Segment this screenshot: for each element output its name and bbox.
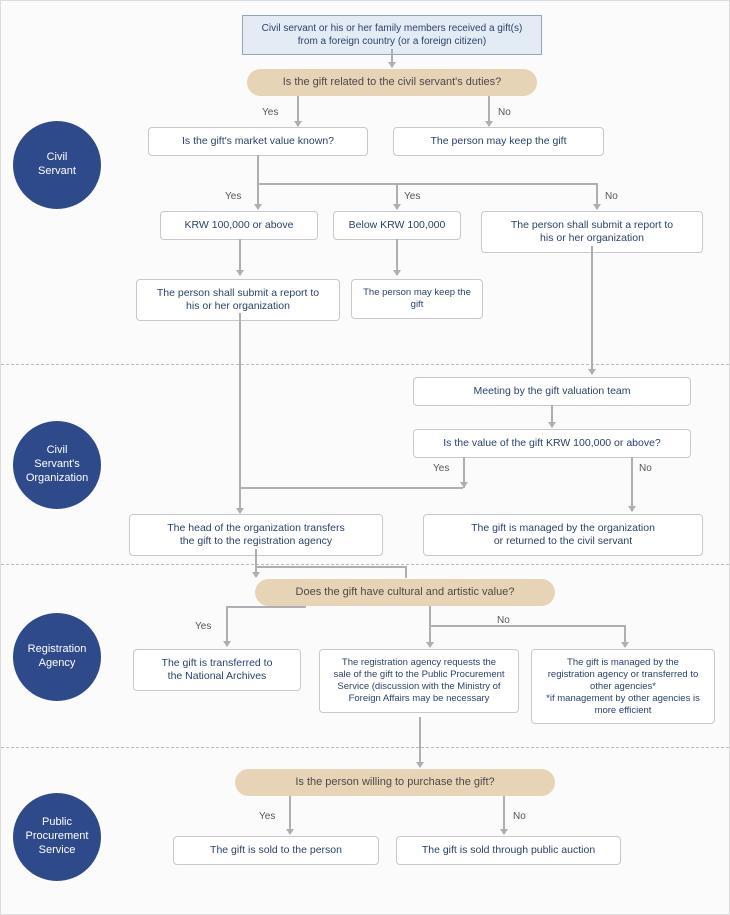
label-yes: Yes <box>259 811 275 822</box>
label-yes: Yes <box>404 191 420 202</box>
label-yes: Yes <box>262 107 278 118</box>
arrow <box>396 239 398 275</box>
arrow <box>503 796 505 834</box>
line <box>429 625 625 627</box>
arrow <box>429 625 431 647</box>
stage-org-circle: CivilServant'sOrganization <box>13 421 101 509</box>
arrow <box>255 549 257 577</box>
box-below-100k: Below KRW 100,000 <box>333 211 461 240</box>
flowchart-container: CivilServant CivilServant'sOrganization … <box>0 0 730 915</box>
box-keep-gift-1: The person may keep the gift <box>393 127 604 156</box>
decision-related-duties: Is the gift related to the civil servant… <box>247 69 537 96</box>
arrow <box>226 606 228 646</box>
arrow <box>239 313 241 513</box>
arrow <box>631 457 633 511</box>
label-yes: Yes <box>433 463 449 474</box>
arrow <box>463 457 465 487</box>
arrow <box>596 183 598 209</box>
box-100k-above: KRW 100,000 or above <box>160 211 318 240</box>
arrow <box>391 49 393 67</box>
label-no: No <box>498 107 511 118</box>
box-managed-by-org: The gift is managed by the organizationo… <box>423 514 703 556</box>
line <box>429 606 431 626</box>
line <box>226 606 306 608</box>
decision-value-100k: Is the value of the gift KRW 100,000 or … <box>413 429 691 458</box>
decision-willing-purchase: Is the person willing to purchase the gi… <box>235 769 555 796</box>
label-yes: Yes <box>195 621 211 632</box>
arrow <box>591 246 593 374</box>
box-national-archives: The gift is transferred tothe National A… <box>133 649 301 691</box>
box-market-value-known: Is the gift's market value known? <box>148 127 368 156</box>
label-no: No <box>497 615 510 626</box>
label-yes: Yes <box>225 191 241 202</box>
arrow <box>419 717 421 767</box>
box-sold-to-person: The gift is sold to the person <box>173 836 379 865</box>
arrow <box>488 96 490 126</box>
arrow <box>239 239 241 275</box>
line <box>405 566 407 578</box>
decision-cultural-value: Does the gift have cultural and artistic… <box>255 579 555 606</box>
box-sale-request: The registration agency requests thesale… <box>319 649 519 713</box>
stage-civil-servant-circle: CivilServant <box>13 121 101 209</box>
stage-pps-circle: PublicProcurementService <box>13 793 101 881</box>
arrow <box>297 96 299 126</box>
box-managed-by-agency: The gift is managed by theregistration a… <box>531 649 715 724</box>
box-submit-report-known: The person shall submit a report tohis o… <box>136 279 340 321</box>
line <box>463 487 465 488</box>
arrow <box>289 796 291 834</box>
line <box>257 155 259 183</box>
box-keep-gift-2: The person may keep the gift <box>351 279 483 319</box>
line <box>239 487 463 489</box>
stage-agency-circle: RegistrationAgency <box>13 613 101 701</box>
line <box>255 566 405 568</box>
box-valuation-meeting: Meeting by the gift valuation team <box>413 377 691 406</box>
arrow <box>396 183 398 209</box>
line <box>257 183 597 185</box>
label-no: No <box>605 191 618 202</box>
arrow <box>257 183 259 209</box>
label-no: No <box>513 811 526 822</box>
box-sold-auction: The gift is sold through public auction <box>396 836 621 865</box>
arrow <box>551 405 553 427</box>
label-no: No <box>639 463 652 474</box>
arrow <box>624 625 626 647</box>
